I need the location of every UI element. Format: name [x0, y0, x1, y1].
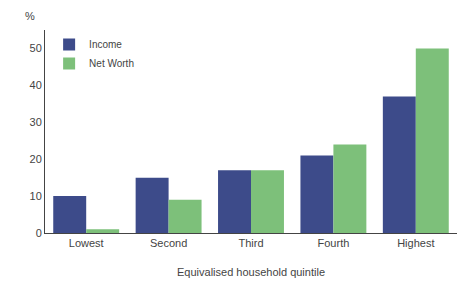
svg-text:Equivalised household quintile: Equivalised household quintile: [177, 266, 325, 278]
svg-text:Fourth: Fourth: [318, 237, 350, 249]
svg-text:40: 40: [30, 79, 42, 91]
svg-text:Lowest: Lowest: [69, 237, 104, 249]
svg-text:Highest: Highest: [397, 237, 434, 249]
svg-text:0: 0: [36, 227, 42, 239]
svg-text:30: 30: [30, 116, 42, 128]
svg-text:%: %: [25, 10, 35, 22]
svg-text:20: 20: [30, 153, 42, 165]
svg-text:Income: Income: [89, 39, 122, 50]
svg-text:Second: Second: [150, 237, 187, 249]
svg-text:Net Worth: Net Worth: [89, 58, 134, 69]
svg-text:Third: Third: [238, 237, 263, 249]
svg-text:10: 10: [30, 190, 42, 202]
svg-text:50: 50: [30, 42, 42, 54]
